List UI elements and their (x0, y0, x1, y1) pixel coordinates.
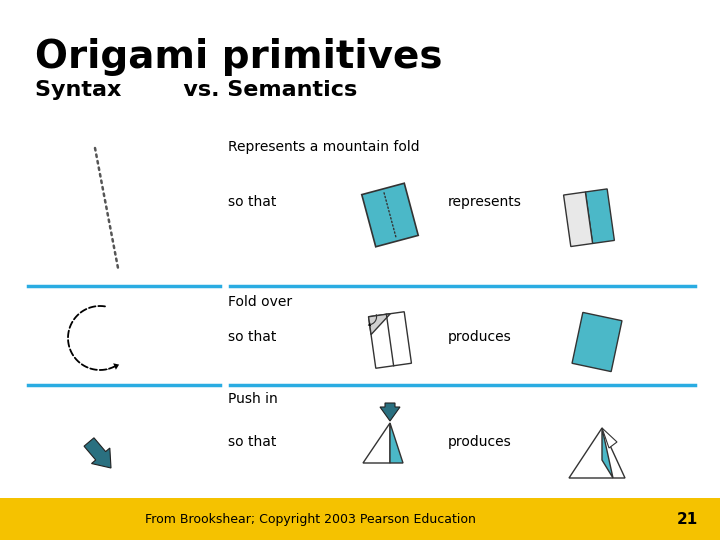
Text: From Brookshear; Copyright 2003 Pearson Education: From Brookshear; Copyright 2003 Pearson … (145, 512, 475, 525)
Text: so that: so that (228, 435, 276, 449)
Polygon shape (564, 192, 593, 247)
Polygon shape (569, 428, 625, 478)
FancyArrow shape (380, 403, 400, 421)
Text: produces: produces (448, 435, 512, 449)
Polygon shape (602, 428, 617, 448)
Polygon shape (585, 189, 614, 244)
Polygon shape (369, 314, 390, 335)
FancyArrow shape (107, 363, 119, 370)
Text: represents: represents (448, 195, 522, 209)
Text: Represents a mountain fold: Represents a mountain fold (228, 140, 420, 154)
Text: so that: so that (228, 195, 276, 209)
Text: Push in: Push in (228, 392, 278, 406)
Polygon shape (602, 428, 613, 478)
FancyArrow shape (368, 322, 372, 326)
Text: so that: so that (228, 330, 276, 344)
Polygon shape (361, 183, 418, 247)
Bar (0, 498, 720, 540)
Polygon shape (369, 312, 411, 368)
Polygon shape (390, 423, 403, 463)
Text: Syntax        vs. Semantics: Syntax vs. Semantics (35, 80, 357, 100)
FancyArrow shape (84, 438, 111, 468)
Text: produces: produces (448, 330, 512, 344)
Polygon shape (363, 423, 390, 463)
Text: Origami primitives: Origami primitives (35, 38, 443, 76)
Text: Fold over: Fold over (228, 295, 292, 309)
Polygon shape (572, 313, 622, 372)
Text: 21: 21 (677, 511, 698, 526)
